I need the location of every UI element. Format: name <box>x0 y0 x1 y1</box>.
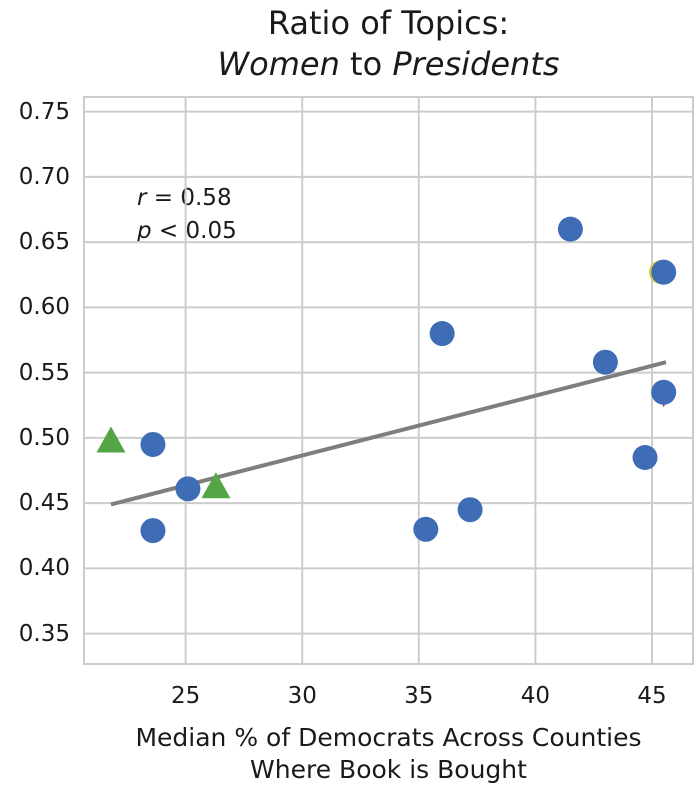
chart-title-line2: Women to Presidents <box>83 44 694 85</box>
p-value-text: p < 0.05 <box>137 218 237 244</box>
data-point-triangle <box>96 426 126 453</box>
title-word-presidents: Presidents <box>392 45 560 83</box>
data-point-circle <box>140 431 166 457</box>
x-tick-label: 25 <box>170 683 201 709</box>
x-axis-label-line1: Median % of Democrats Across Counties <box>135 723 642 752</box>
x-axis-label-line2: Where Book is Bought <box>250 755 527 784</box>
data-point-circle <box>557 216 583 242</box>
x-tick-label: 45 <box>637 683 667 709</box>
plot-svg <box>83 96 694 665</box>
y-tick-label: 0.45 <box>18 490 70 517</box>
y-tick-label: 0.75 <box>18 98 70 125</box>
y-tick-label: 0.35 <box>18 620 70 647</box>
data-point-circle <box>457 497 483 523</box>
plot-area <box>83 96 694 665</box>
y-tick-label: 0.50 <box>18 424 70 451</box>
data-point-circle <box>429 321 455 347</box>
data-point-circle <box>592 349 618 375</box>
y-tick-label: 0.70 <box>18 163 70 190</box>
x-tick-label: 35 <box>404 683 434 709</box>
stats-annotation: r = 0.58 p < 0.05 <box>137 182 237 248</box>
data-point-circle <box>651 379 677 405</box>
data-point-circle <box>175 476 201 502</box>
y-tick-label: 0.55 <box>18 359 70 386</box>
r-value-text: r = 0.58 <box>137 185 232 211</box>
plot-border <box>83 96 694 665</box>
y-tick-label: 0.40 <box>18 555 70 582</box>
x-tick-label: 30 <box>287 683 317 709</box>
x-tick-label: 40 <box>520 683 551 709</box>
y-tick-label: 0.65 <box>18 229 70 256</box>
data-point-circle <box>140 518 166 544</box>
title-word-women: Women <box>217 45 340 83</box>
chart-title: Ratio of Topics: Women to Presidents <box>83 3 694 85</box>
data-point-circle <box>413 516 439 542</box>
title-word-to: to <box>339 45 393 83</box>
y-tick-label: 0.60 <box>18 294 70 321</box>
data-point-triangle <box>201 472 231 499</box>
chart-title-line1: Ratio of Topics: <box>267 4 510 42</box>
x-axis-label: Median % of Democrats Across Counties Wh… <box>83 722 694 786</box>
trend-line <box>110 360 667 507</box>
data-point-circle <box>651 259 677 285</box>
data-point-circle <box>632 444 658 470</box>
